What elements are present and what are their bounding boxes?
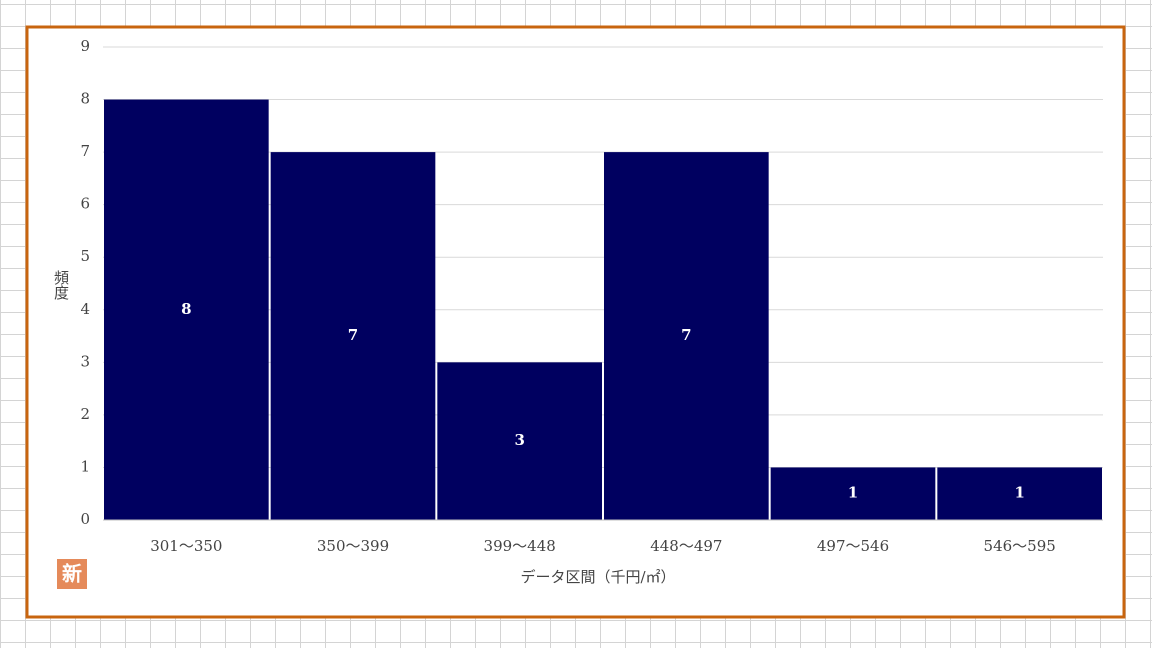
y-tick-label: 5 — [80, 247, 90, 265]
data-label: 7 — [681, 326, 691, 344]
data-label: 1 — [848, 484, 858, 502]
y-tick-label: 6 — [80, 195, 90, 213]
y-tick-label: 1 — [80, 457, 90, 475]
y-tick-label: 0 — [80, 510, 90, 528]
data-label: 3 — [514, 431, 524, 449]
badge-text: 新 — [62, 562, 82, 586]
x-tick-label: 448～497 — [650, 537, 722, 555]
bar — [770, 467, 936, 520]
y-tick-label: 8 — [80, 90, 90, 108]
x-tick-label: 497～546 — [817, 537, 889, 555]
x-tick-label: 546～595 — [984, 537, 1056, 555]
y-tick-label: 2 — [80, 405, 90, 423]
y-tick-label: 9 — [80, 37, 90, 55]
badge-icon — [57, 559, 87, 589]
data-label: 7 — [348, 326, 358, 344]
x-tick-label: 399～448 — [484, 537, 556, 555]
bar — [104, 99, 269, 521]
data-label: 8 — [181, 300, 191, 318]
x-axis-title: データ区間（千円/㎡） — [520, 568, 675, 586]
x-tick-label: 350～399 — [317, 537, 389, 555]
y-tick-label: 4 — [80, 300, 90, 318]
y-tick-label: 7 — [80, 142, 90, 160]
y-tick-label: 3 — [80, 352, 90, 370]
bar — [270, 152, 436, 520]
data-label: 1 — [1014, 484, 1024, 502]
bar — [437, 362, 602, 520]
bar — [937, 467, 1102, 520]
x-tick-label: 301～350 — [150, 537, 222, 555]
bar — [604, 152, 769, 520]
y-axis-title: 頻度 — [52, 270, 70, 300]
